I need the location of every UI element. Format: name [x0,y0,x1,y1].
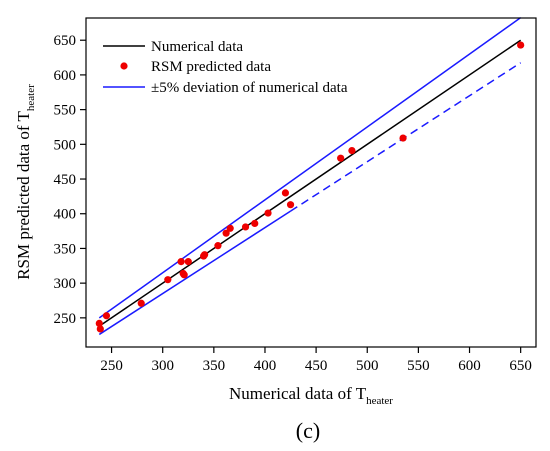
y-axis-title: RSM predicted data of Theater [14,84,37,280]
data-point [264,209,272,217]
data-point [201,251,209,259]
data-point [180,271,188,279]
x-axis-title: Numerical data of Theater [229,384,393,407]
data-point [164,276,172,284]
rsm-points [95,41,525,333]
legend: Numerical data RSM predicted data ±5% de… [103,39,348,96]
y-tick-label: 350 [54,241,77,257]
legend-label-numerical: Numerical data [151,39,243,55]
legend-label-deviation: ±5% deviation of numerical data [151,80,348,96]
x-axis: 250 300 350 400 450 500 550 600 650 [100,347,532,374]
data-point [222,229,230,237]
legend-swatch-rsm [120,62,128,70]
y-tick-label: 400 [54,207,77,223]
y-tick-label: 650 [54,33,77,49]
y-tick-label: 300 [54,276,77,292]
y-axis: 250 300 350 400 450 500 550 600 650 [54,33,86,327]
x-tick-label: 250 [100,358,123,374]
x-tick-label: 500 [356,358,379,374]
data-point [102,312,111,320]
data-point [226,224,234,232]
data-point [281,189,290,197]
numerical-data-line [100,39,522,326]
y-tick-label: 550 [54,103,77,119]
data-point [399,134,407,142]
x-tick-label: 550 [407,358,430,374]
data-point [184,258,192,266]
upper-deviation-line [98,17,522,319]
y-tick-label: 250 [54,311,77,327]
data-point [177,258,185,266]
data-point [517,41,525,49]
data-point [214,242,222,250]
data-point [137,299,145,307]
y-tick-label: 600 [54,68,77,84]
x-tick-label: 350 [203,358,226,374]
plot-frame [85,17,537,348]
data-point [337,154,345,162]
data-point [251,219,259,228]
y-tick-label: 450 [54,172,77,188]
lower-deviation-line [98,210,291,336]
data-point [96,325,104,333]
x-tick-label: 300 [151,358,174,374]
data-point [286,201,295,209]
panel-label: (c) [296,418,320,443]
y-tick-label: 500 [54,137,77,153]
data-point [95,319,103,328]
x-tick-label: 400 [254,358,277,374]
x-tick-label: 600 [458,358,481,374]
x-tick-label: 450 [305,358,328,374]
data-point [348,146,356,155]
data-point [241,223,250,231]
x-tick-label: 650 [509,358,532,374]
legend-label-rsm: RSM predicted data [151,59,271,75]
